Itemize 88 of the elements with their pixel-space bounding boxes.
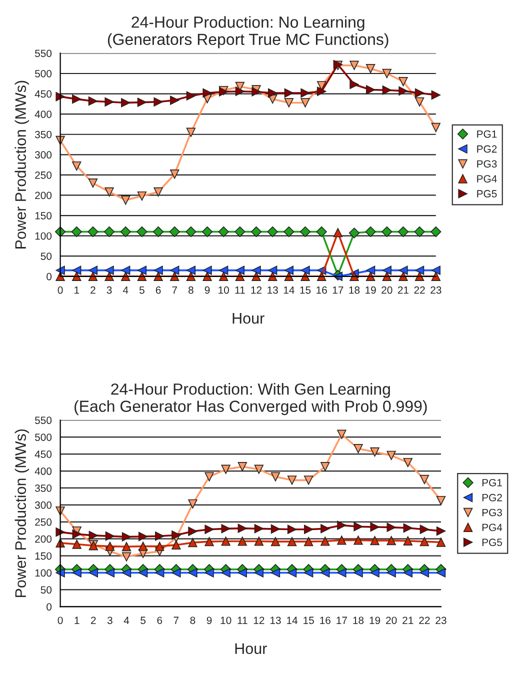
x-tick-label: 22 bbox=[419, 616, 430, 624]
y-tick-label: 450 bbox=[34, 450, 52, 458]
x-tick-label: 12 bbox=[251, 286, 262, 294]
x-axis-title: Hour bbox=[232, 313, 264, 324]
x-tick-label: 13 bbox=[270, 616, 281, 624]
x-tick-label: 2 bbox=[90, 286, 96, 294]
y-tick-label: 300 bbox=[34, 151, 52, 159]
legend-label: PG1 bbox=[482, 478, 502, 486]
y-tick-label: 400 bbox=[34, 468, 52, 475]
x-tick-label: 11 bbox=[235, 286, 245, 294]
legend-label: PG3 bbox=[482, 508, 502, 516]
legend-label: PG4 bbox=[482, 524, 502, 532]
x-tick-label: 17 bbox=[332, 286, 344, 294]
y-tick-label: 300 bbox=[34, 501, 52, 509]
chart-title: 24-Hour Production: With Gen Learning (Each Generator Has Converged with Prob 0.999) bbox=[74, 383, 427, 416]
y-tick-label: 200 bbox=[35, 535, 52, 543]
x-tick-label: 9 bbox=[206, 616, 212, 624]
x-tick-label: 8 bbox=[188, 286, 194, 294]
x-tick-label: 7 bbox=[172, 286, 177, 294]
x-tick-label: 3 bbox=[107, 616, 112, 624]
legend-label: PG5 bbox=[477, 190, 497, 198]
y-tick-label: 150 bbox=[35, 552, 52, 560]
legend-label: PG2 bbox=[482, 494, 502, 502]
y-tick-label: 550 bbox=[35, 50, 52, 58]
y-tick-label: 250 bbox=[35, 171, 52, 179]
x-tick-label: 0 bbox=[58, 286, 63, 294]
x-tick-label: 22 bbox=[414, 286, 425, 294]
x-tick-label: 23 bbox=[436, 616, 446, 624]
legend-label: PG2 bbox=[477, 145, 497, 153]
x-tick-label: 20 bbox=[382, 286, 392, 294]
x-tick-label: 19 bbox=[366, 286, 376, 294]
x-tick-label: 10 bbox=[218, 286, 229, 294]
x-tick-label: 5 bbox=[139, 286, 144, 294]
x-tick-label: 7 bbox=[174, 616, 179, 624]
x-tick-label: 6 bbox=[157, 616, 162, 624]
y-tick-label: 500 bbox=[35, 70, 52, 78]
x-tick-label: 1 bbox=[74, 286, 80, 294]
x-tick-label: 6 bbox=[156, 286, 161, 294]
x-tick-label: 4 bbox=[122, 286, 128, 294]
x-tick-label: 3 bbox=[106, 286, 112, 294]
x-tick-label: 13 bbox=[268, 286, 278, 294]
y-tick-label: 100 bbox=[35, 569, 52, 577]
y-tick-label: 50 bbox=[40, 586, 52, 594]
legend-label: PG3 bbox=[477, 160, 497, 168]
x-tick-label: 1 bbox=[74, 616, 80, 624]
x-axis-title: Hour bbox=[235, 643, 267, 654]
x-tick-label: 10 bbox=[220, 616, 232, 624]
y-tick-label: 400 bbox=[34, 110, 52, 118]
x-tick-label: 19 bbox=[370, 616, 380, 624]
chart-title: 24-Hour Production: No Learning (Generators Report True MC Functions) bbox=[108, 16, 388, 48]
y-tick-label: 550 bbox=[35, 416, 52, 424]
x-tick-label: 16 bbox=[320, 616, 330, 624]
x-tick-label: 14 bbox=[284, 286, 294, 294]
y-tick-label: 200 bbox=[35, 192, 52, 200]
x-tick-label: 21 bbox=[398, 286, 409, 294]
y-axis-title: Power Production (MWs) bbox=[14, 429, 30, 598]
x-tick-label: 0 bbox=[58, 616, 63, 624]
x-tick-label: 4 bbox=[124, 616, 130, 624]
x-tick-label: 18 bbox=[349, 286, 360, 294]
y-tick-label: 0 bbox=[46, 272, 52, 280]
y-tick-label: 450 bbox=[34, 90, 52, 98]
x-tick-label: 16 bbox=[316, 286, 327, 294]
x-tick-label: 8 bbox=[190, 616, 196, 624]
x-tick-label: 14 bbox=[287, 616, 298, 624]
y-tick-label: 100 bbox=[35, 232, 52, 240]
x-tick-label: 2 bbox=[91, 616, 96, 624]
y-tick-label: 50 bbox=[40, 252, 52, 260]
legend-label: PG1 bbox=[477, 130, 497, 138]
y-tick-label: 500 bbox=[35, 434, 52, 441]
x-tick-label: 15 bbox=[304, 616, 314, 624]
x-tick-label: 9 bbox=[204, 286, 210, 294]
x-tick-label: 17 bbox=[336, 616, 347, 624]
y-tick-label: 250 bbox=[35, 518, 52, 526]
x-tick-label: 18 bbox=[353, 616, 364, 624]
x-tick-label: 21 bbox=[402, 616, 414, 624]
x-tick-label: 20 bbox=[386, 616, 397, 624]
x-tick-label: 12 bbox=[254, 616, 264, 624]
x-tick-label: 15 bbox=[300, 286, 311, 294]
x-tick-label: 5 bbox=[140, 616, 146, 624]
y-tick-label: 0 bbox=[46, 603, 52, 611]
y-tick-label: 150 bbox=[35, 212, 52, 220]
x-tick-label: 11 bbox=[238, 616, 248, 624]
legend-label: PG4 bbox=[477, 175, 497, 183]
y-tick-label: 350 bbox=[34, 130, 52, 138]
y-axis-title: Power Production (MWs) bbox=[14, 80, 30, 248]
x-tick-label: 23 bbox=[430, 286, 442, 294]
legend-label: PG5 bbox=[482, 538, 502, 546]
y-tick-label: 350 bbox=[34, 484, 52, 492]
